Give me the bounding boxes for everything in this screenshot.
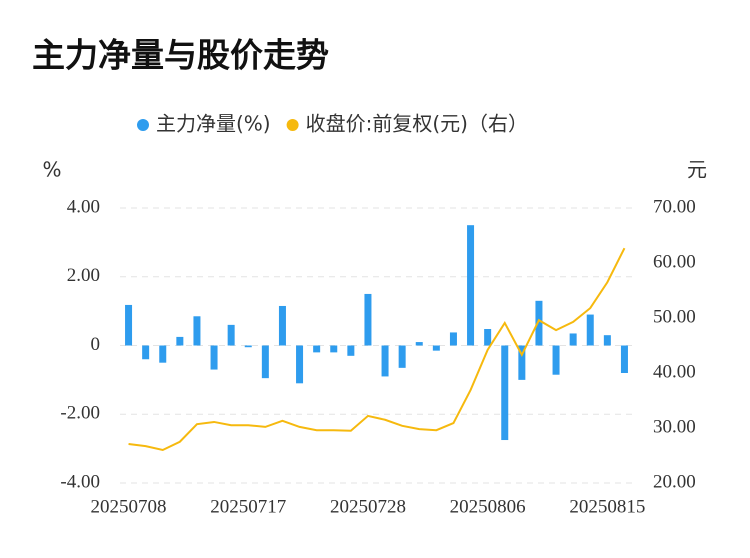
bar: [586, 314, 594, 346]
bar: [159, 345, 167, 363]
legend-label: 主力净量(%): [156, 112, 271, 136]
bar: [193, 316, 201, 346]
x-tick-label: 20250708: [91, 496, 167, 517]
bar: [501, 345, 509, 441]
y2-tick-label: 20.00: [653, 471, 696, 492]
y-tick-label: 4.00: [67, 196, 100, 217]
bar: [125, 304, 133, 346]
x-tick-label: 20250815: [569, 496, 645, 517]
y2-tick-label: 50.00: [653, 306, 696, 327]
legend-marker: [286, 119, 299, 131]
y2-tick-label: 40.00: [653, 361, 696, 382]
bar: [603, 335, 611, 346]
y-axis-unit: %: [42, 158, 61, 182]
bar: [176, 336, 184, 346]
bar: [210, 345, 218, 370]
x-tick-label: 20250806: [450, 496, 526, 517]
x-tick-label: 20250717: [210, 496, 286, 517]
bar: [244, 345, 252, 348]
y-tick-label: -4.00: [60, 471, 100, 492]
bar: [449, 332, 457, 346]
y-tick-label: 0: [91, 334, 101, 355]
bar: [364, 293, 372, 346]
bar: [518, 345, 526, 380]
bar: [535, 300, 543, 346]
bar: [261, 345, 269, 379]
bar: [381, 345, 389, 377]
y2-tick-label: 70.00: [653, 196, 696, 217]
chart-title: 主力净量与股价走势: [32, 36, 329, 75]
y-tick-label: -2.00: [60, 403, 100, 424]
bar: [313, 345, 321, 353]
bar: [330, 345, 338, 353]
bar: [227, 324, 235, 346]
y-tick-label: 2.00: [67, 265, 100, 286]
bar: [398, 345, 406, 368]
legend-marker: [137, 119, 149, 131]
bar: [432, 345, 440, 351]
bar: [142, 345, 150, 360]
bar: [569, 333, 577, 346]
x-tick-label: 20250728: [330, 496, 406, 517]
bar: [347, 345, 355, 356]
y2-axis-unit: 元: [687, 158, 707, 182]
y2-tick-label: 30.00: [653, 416, 696, 437]
price-line: [128, 247, 626, 452]
bar: [552, 345, 560, 375]
y2-tick-label: 60.00: [653, 251, 696, 272]
legend-label: 收盘价:前复权(元)（右）: [306, 112, 528, 136]
bar: [484, 329, 492, 346]
bar: [278, 305, 286, 346]
bar: [467, 225, 475, 346]
bar: [296, 345, 304, 384]
bar: [620, 345, 628, 373]
bar: [415, 342, 423, 346]
